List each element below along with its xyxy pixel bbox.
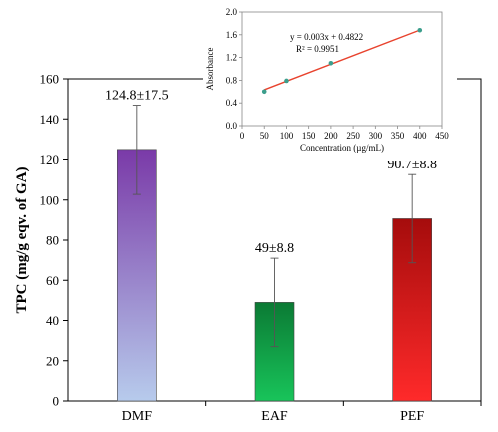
- inset-x-tick-label: 400: [413, 131, 427, 141]
- inset-y-tick-label: 0.8: [226, 75, 238, 85]
- inset-x-tick-label: 350: [391, 131, 405, 141]
- error-bars: [132, 105, 417, 348]
- y-tick-label: 80: [46, 233, 59, 248]
- inset-y-tick-label: 1.2: [226, 53, 237, 63]
- inset-point: [284, 78, 289, 84]
- inset-point: [328, 61, 334, 66]
- inset-equation: y = 0.003x + 0.4822: [290, 32, 363, 42]
- y-tick-label: 60: [46, 273, 59, 288]
- inset-x-axis-title: Concentration (µg/mL): [300, 143, 384, 153]
- inset-r-squared: R² = 0.9951: [296, 44, 339, 54]
- inset-points: [261, 27, 423, 95]
- y-tick-label: 140: [40, 112, 60, 127]
- category-labels: DMF EAF PEF: [122, 401, 482, 424]
- data-label-eaf: 49±8.8: [255, 241, 294, 256]
- y-tick-label: 100: [40, 192, 60, 207]
- inset-x-tick-label: 0: [240, 131, 245, 141]
- y-axis-ticks: 0 20 40 60 80 100 120 140 160: [40, 72, 68, 409]
- inset-x-tick-label: 150: [302, 131, 316, 141]
- inset-x-tick-label: 100: [280, 131, 294, 141]
- inset-trendline: [263, 29, 421, 91]
- inset-chart: 0.0 0.4 0.8 1.2 1.6 2.0 0 50 100 150 200 250 300 350…: [203, 2, 457, 161]
- y-tick-label: 40: [46, 313, 59, 328]
- inset-x-tick-label: 50: [260, 131, 270, 141]
- inset-x-tick-label: 450: [435, 131, 449, 141]
- inset-y-tick-label: 0.4: [226, 98, 238, 108]
- error-bar-eaf: [270, 257, 279, 348]
- error-bar-pef: [408, 173, 417, 264]
- inset-point: [261, 89, 267, 95]
- data-label-dmf: 124.8±17.5: [105, 89, 169, 104]
- inset-x-tick-label: 300: [369, 131, 383, 141]
- inset-x-ticks: 0 50 100 150 200 250 300 350 400 450: [240, 126, 449, 141]
- inset-y-ticks: 0.0 0.4 0.8 1.2 1.6 2.0: [226, 7, 242, 131]
- inset-background: [203, 2, 457, 161]
- inset-y-tick-label: 2.0: [226, 7, 238, 17]
- category-label-dmf: DMF: [122, 409, 153, 424]
- inset-point: [417, 27, 423, 33]
- inset-y-tick-label: 0.0: [226, 121, 238, 131]
- y-tick-label: 20: [46, 353, 59, 368]
- inset-plot-frame: [241, 11, 443, 127]
- inset-x-tick-label: 250: [346, 131, 360, 141]
- inset-y-tick-label: 1.6: [226, 30, 238, 40]
- y-tick-label: 0: [53, 394, 60, 409]
- error-bar-dmf: [132, 105, 141, 195]
- y-tick-label: 120: [40, 152, 60, 167]
- y-tick-label: 160: [40, 72, 60, 87]
- inset-x-tick-label: 200: [324, 131, 338, 141]
- y-axis-title: TPC (mg/g eqv. of GA): [14, 166, 30, 313]
- inset-y-axis-title: Absorbance: [205, 48, 215, 91]
- category-label-eaf: EAF: [261, 409, 288, 424]
- category-label-pef: PEF: [400, 409, 424, 424]
